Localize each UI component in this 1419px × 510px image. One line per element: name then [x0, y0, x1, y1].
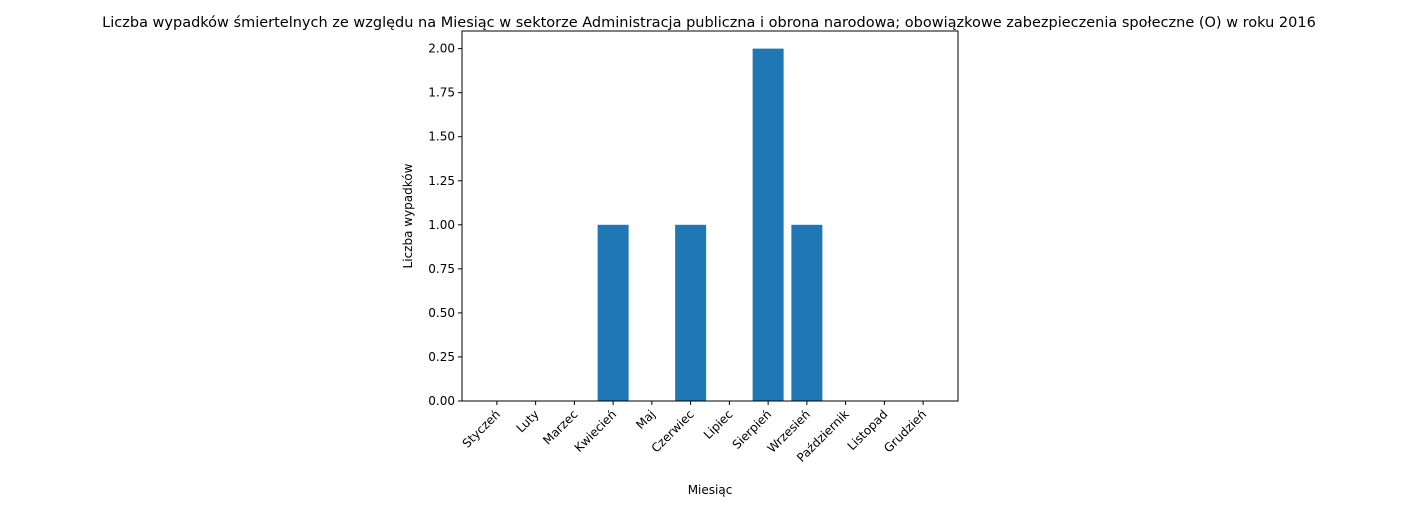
y-tick-label: 1.25 — [428, 174, 455, 188]
x-axis-label: Miesiąc — [688, 483, 733, 497]
bar-Kwiecień — [597, 224, 629, 401]
bar-Sierpień — [752, 48, 784, 401]
bar-Wrzesień — [791, 224, 823, 401]
x-tick-label: Grudzień — [881, 407, 929, 455]
x-tick-label: Kwiecień — [572, 407, 620, 455]
x-tick-label: Lipiec — [701, 407, 736, 442]
y-tick-label: 0.25 — [428, 350, 455, 364]
x-tick-label: Czerwiec — [649, 407, 697, 455]
y-tick-label: 0.75 — [428, 262, 455, 276]
y-tick-label: 1.00 — [428, 218, 455, 232]
x-tick-label: Luty — [514, 407, 542, 435]
bar-Czerwiec — [675, 224, 707, 401]
y-tick-label: 0.00 — [428, 394, 455, 408]
y-tick-label: 1.50 — [428, 130, 455, 144]
y-tick-label: 0.50 — [428, 306, 455, 320]
plot-area — [597, 48, 823, 401]
chart-title: Liczba wypadków śmiertelnych ze względu … — [102, 15, 1316, 31]
x-tick-label: Maj — [633, 407, 658, 432]
y-axis: 0.00 0.25 0.50 0.75 1.00 1.25 1.50 1.75 2.00 — [428, 42, 462, 408]
x-tick-label: Styczeń — [460, 407, 503, 450]
y-tick-label: 1.75 — [428, 86, 455, 100]
y-axis-label: Liczba wypadków — [401, 163, 415, 268]
plot-frame — [461, 30, 959, 402]
y-tick-label: 2.00 — [428, 42, 455, 56]
